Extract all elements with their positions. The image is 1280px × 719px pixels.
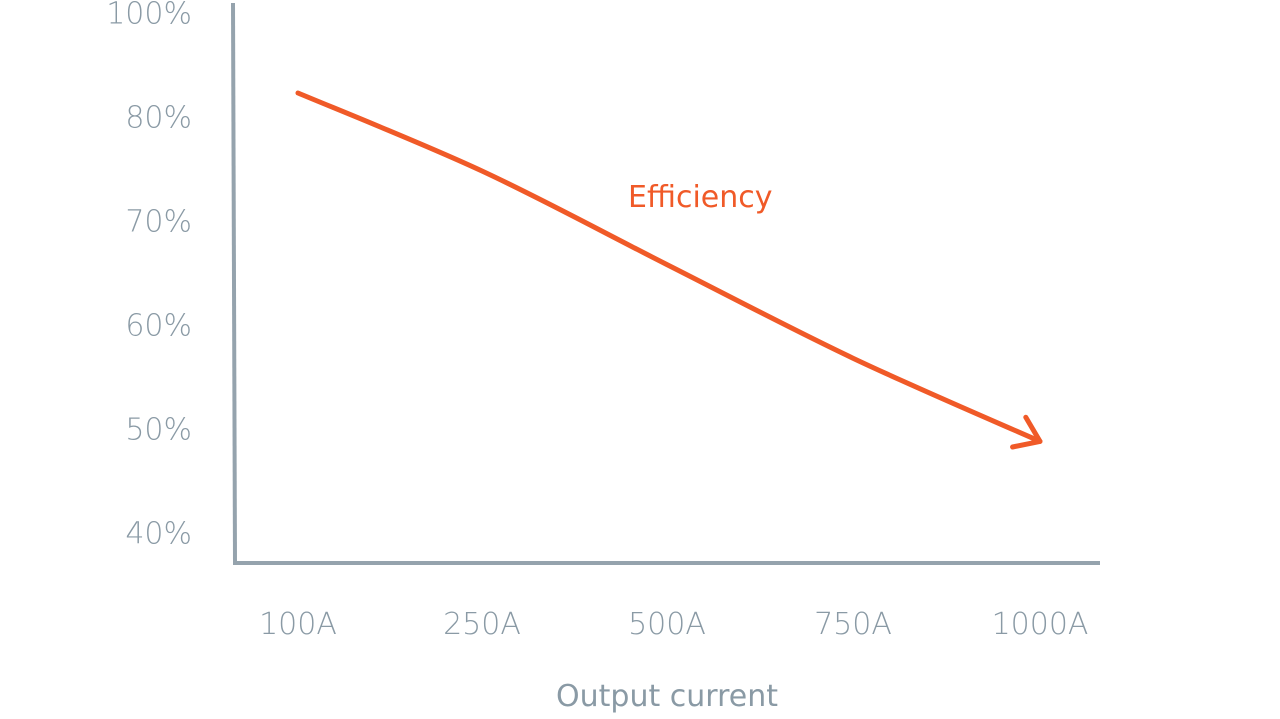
y-tick-label: 60%	[125, 309, 192, 344]
y-tick-label: 70%	[125, 205, 192, 240]
y-tick-label: 40%	[125, 517, 192, 552]
x-tick-label: 100A	[259, 607, 337, 642]
y-tick-label: 100%	[106, 0, 192, 32]
x-tick-label: 500A	[628, 607, 706, 642]
efficiency-series-arrowhead	[1010, 414, 1043, 450]
y-tick-label: 50%	[125, 413, 192, 448]
y-tick-label: 80%	[125, 101, 192, 136]
y-axis-line	[231, 2, 237, 564]
x-tick-label: 250A	[443, 607, 521, 642]
x-tick-label: 1000A	[992, 607, 1089, 642]
x-axis-title: Output current	[556, 679, 778, 714]
x-tick-label: 750A	[814, 607, 892, 642]
y-axis-ticks: 100% 80% 70% 60% 50% 40%	[106, 0, 192, 552]
x-axis-ticks: 100A 250A 500A 750A 1000A	[259, 607, 1088, 642]
efficiency-series-label: Efficiency	[628, 180, 773, 215]
efficiency-series-line	[295, 90, 1043, 444]
